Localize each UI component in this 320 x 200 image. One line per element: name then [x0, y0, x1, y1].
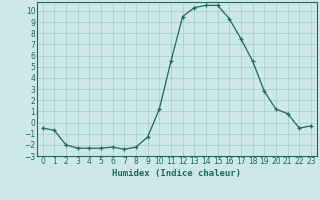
X-axis label: Humidex (Indice chaleur): Humidex (Indice chaleur) — [112, 169, 241, 178]
